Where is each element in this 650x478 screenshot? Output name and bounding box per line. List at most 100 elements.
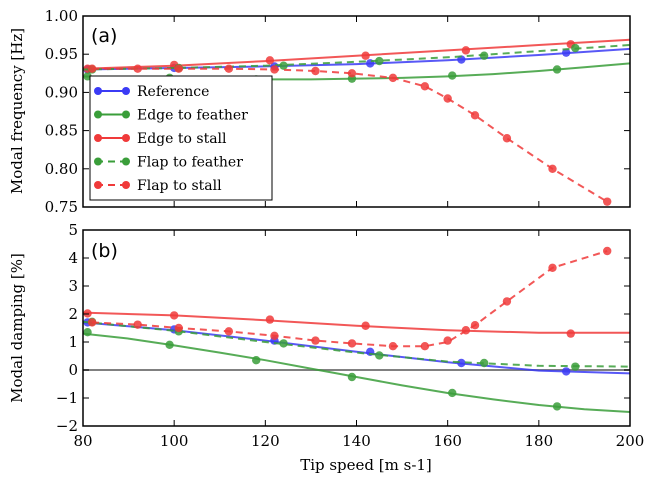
legend-item-flap-to-stall: Flap to stall	[94, 178, 222, 194]
legend-swatch-marker	[122, 134, 130, 142]
y-tick-label: 0.75	[45, 198, 78, 216]
data-point-flap-to-stall-a	[443, 94, 452, 103]
series-line-edge-to-feather-b	[83, 332, 630, 413]
y-tick-label: 4	[68, 249, 78, 267]
data-point-flap-to-feather-a	[279, 61, 288, 70]
legend-swatch-marker	[94, 181, 102, 189]
data-point-flap-to-feather-a	[375, 56, 384, 66]
panel-b-ticks: 80 100 120 140 160 180 200 −2 −1 0 1 2 3 4 5	[56, 221, 644, 450]
data-point-flap-to-stall-b	[311, 336, 320, 345]
legend-label: Edge to feather	[137, 108, 248, 124]
legend-item-edge-to-feather: Edge to feather	[94, 108, 248, 124]
data-point-edge-to-stall-b	[169, 311, 179, 320]
y-tick-label: 0	[68, 361, 78, 379]
legend-swatch-marker	[122, 87, 130, 95]
data-point-flap-to-stall-a	[388, 73, 398, 83]
legend-swatch-marker	[122, 110, 130, 119]
legend-swatch-marker	[94, 110, 102, 119]
y-tick-label: 0.80	[45, 160, 78, 178]
legend-item-edge-to-stall: Edge to stall	[94, 131, 227, 147]
data-point-flap-to-stall-a	[420, 82, 430, 91]
y-tick-label: 1	[68, 333, 78, 351]
data-point-edge-to-stall-a	[265, 56, 275, 65]
legend-label: Reference	[137, 84, 209, 100]
x-tick-label: 80	[73, 432, 92, 450]
data-point-edge-to-feather-b	[448, 388, 457, 398]
data-point-reference-b	[561, 367, 571, 376]
panel-a-y-axis-label: Modal frequency [Hz]	[8, 28, 26, 194]
data-point-edge-to-stall-b	[361, 321, 370, 330]
legend-swatch-marker	[122, 157, 130, 166]
panel-a-label: (a)	[91, 25, 117, 47]
data-point-flap-to-stall-b	[443, 336, 452, 345]
legend-label: Flap to stall	[137, 178, 222, 194]
data-point-edge-to-feather-b	[552, 402, 562, 411]
data-point-edge-to-feather-b	[252, 356, 261, 365]
data-point-edge-to-stall-a	[361, 51, 370, 60]
y-tick-label: −1	[56, 389, 78, 407]
data-point-edge-to-feather-a	[552, 65, 562, 74]
data-point-flap-to-stall-b	[420, 342, 430, 351]
data-point-flap-to-stall-b	[87, 318, 97, 327]
data-point-flap-to-stall-b	[270, 331, 279, 341]
data-point-flap-to-stall-a	[311, 66, 320, 76]
y-tick-label: 0.90	[45, 83, 78, 101]
legend: Reference Edge to feather Edge to stall Fla…	[89, 75, 273, 201]
x-tick-label: 140	[342, 432, 371, 450]
data-point-edge-to-stall-b	[83, 309, 92, 318]
data-point-flap-to-stall-a	[174, 64, 183, 73]
data-point-flap-to-stall-b	[603, 246, 612, 256]
data-point-reference-a	[561, 48, 571, 57]
x-tick-label: 120	[251, 432, 280, 450]
data-point-edge-to-feather-a	[448, 71, 457, 80]
y-tick-label: 0.85	[45, 122, 78, 140]
data-point-flap-to-stall-a	[347, 69, 357, 78]
legend-item-reference: Reference	[94, 84, 209, 100]
data-point-flap-to-stall-a	[502, 134, 512, 143]
y-tick-label: 3	[68, 277, 78, 295]
series-line-flap-to-stall-b	[92, 250, 608, 348]
data-point-flap-to-stall-a	[270, 65, 279, 74]
legend-label: Flap to feather	[137, 155, 243, 171]
legend-label: Edge to stall	[137, 131, 227, 147]
data-point-flap-to-stall-b	[548, 263, 557, 272]
data-point-flap-to-stall-a	[603, 197, 612, 206]
data-point-flap-to-stall-b	[174, 323, 183, 333]
data-point-reference-b	[457, 358, 466, 368]
panel-a-ticks: 0.75 0.80 0.85 0.90 0.95 1.00	[45, 7, 631, 216]
data-point-edge-to-stall-a	[461, 46, 471, 55]
data-point-flap-to-stall-b	[224, 327, 234, 336]
data-point-edge-to-stall-b	[265, 315, 275, 324]
y-tick-label: 5	[68, 221, 78, 239]
data-point-flap-to-feather-b	[571, 362, 580, 371]
legend-swatch-marker	[94, 87, 102, 95]
data-point-flap-to-stall-a	[133, 64, 142, 73]
y-tick-label: 1.00	[45, 7, 78, 25]
data-point-edge-to-feather-b	[83, 328, 92, 337]
data-point-edge-to-stall-b	[566, 329, 575, 338]
x-tick-label: 180	[525, 432, 554, 450]
series-line-reference-b	[83, 321, 630, 375]
data-point-flap-to-stall-b	[388, 342, 398, 351]
y-tick-label: 0.95	[45, 45, 78, 63]
legend-swatch-marker	[94, 134, 102, 142]
data-point-edge-to-feather-b	[347, 372, 357, 382]
data-point-flap-to-stall-b	[502, 297, 512, 306]
x-tick-label: 100	[160, 432, 189, 450]
y-tick-label: −2	[56, 417, 78, 435]
x-tick-label: 160	[433, 432, 462, 450]
data-point-flap-to-feather-a	[571, 43, 580, 53]
legend-swatch-marker	[122, 181, 130, 189]
data-point-flap-to-feather-b	[479, 358, 489, 368]
data-point-flap-to-stall-a	[87, 64, 97, 73]
panel-b-y-axis-label: Modal damping [%]	[8, 253, 26, 403]
legend-swatch-marker	[94, 157, 102, 166]
data-point-flap-to-stall-a	[548, 164, 557, 173]
series-line-flap-to-stall-a	[92, 67, 608, 203]
panel-b-label: (b)	[91, 240, 118, 262]
data-point-flap-to-feather-b	[375, 351, 384, 360]
data-point-flap-to-stall-b	[133, 320, 142, 329]
data-point-flap-to-stall-b	[470, 321, 480, 330]
data-point-flap-to-stall-b	[347, 339, 357, 348]
